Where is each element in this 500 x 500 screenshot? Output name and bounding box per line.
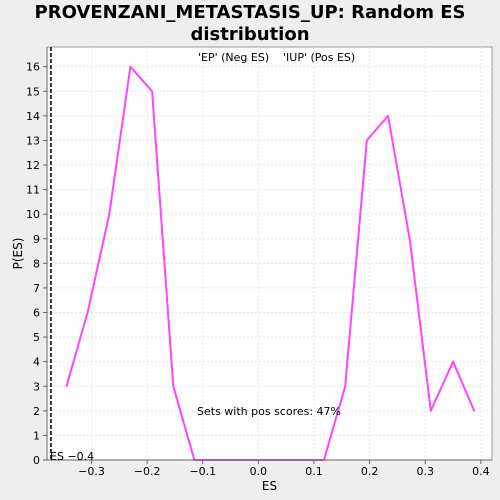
y-tick-label: 11 [26,184,40,197]
y-tick-label: 4 [33,356,40,369]
data-point [408,237,411,240]
y-tick-label: 7 [33,282,40,295]
y-tick-label: 1 [33,429,40,442]
y-tick-label: 14 [26,110,40,123]
data-point [430,410,432,412]
data-point [387,115,389,117]
y-tick-label: 5 [33,331,40,344]
x-tick-label: 0.4 [472,465,490,478]
pos-scores-annotation: Sets with pos scores: 47% [197,405,341,418]
x-tick-label: 0.0 [250,465,268,478]
y-tick-label: 2 [33,405,40,418]
data-point [473,410,476,412]
chart-text: 'EP' (Neg ES) 'IUP' (Pos ES) Sets with p… [11,51,355,493]
y-tick-label: 15 [26,85,40,98]
x-tick-label: −0.2 [134,465,161,478]
y-tick-label: 10 [26,208,40,221]
data-point [366,139,368,142]
data-point [344,385,346,388]
x-axis-label: ES [262,479,277,493]
y-axis-label: P(ES) [11,238,25,270]
y-tick-label: 16 [26,61,40,74]
chart-title: PROVENZANI_METASTASIS_UP: Random ES dist… [34,2,466,45]
grid [47,47,492,461]
x-tick-label: 0.3 [417,465,435,478]
y-tick-label: 13 [26,134,40,147]
data-point [172,385,175,388]
y-tick-label: 0 [33,454,40,467]
y-tick-label: 12 [26,159,40,172]
plot-background [46,46,493,461]
legend-entry-ep: 'EP' (Neg ES) [198,51,269,64]
y-tick-label: 8 [33,257,40,270]
y-tick-label: 3 [33,380,40,393]
data-point [452,360,454,363]
x-tick-label: 0.1 [305,465,323,478]
data-point [86,311,89,314]
data-point [65,385,68,388]
es-marker-label: ES −0.4 [50,450,94,463]
x-tick-label: −0.1 [189,465,216,478]
y-tick-label: 6 [33,307,40,320]
y-tick-label: 9 [33,233,40,246]
data-point [151,90,153,93]
x-tick-label: 0.2 [361,465,379,478]
data-point [108,213,111,215]
legend-entry-iup: 'IUP' (Pos ES) [283,51,355,64]
x-tick-label: −0.3 [78,465,105,478]
data-point [129,65,132,68]
